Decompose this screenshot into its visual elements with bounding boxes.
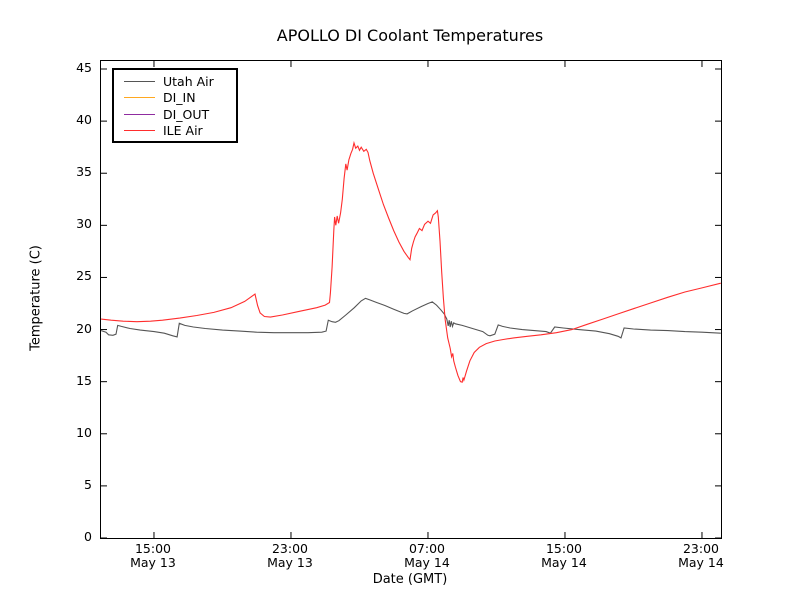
legend-label: DI_OUT [163, 106, 210, 122]
x-tick-time: 07:00 [408, 541, 445, 556]
series-line-utah-air [101, 297, 721, 339]
legend-item-ile-air: ILE Air [114, 123, 236, 140]
y-tick-label: 5 [84, 476, 92, 492]
legend-item-di-out: DI_OUT [114, 106, 236, 123]
x-tick-date: May 14 [404, 554, 450, 570]
y-tick-label: 35 [76, 164, 92, 180]
legend-label: DI_IN [163, 90, 196, 106]
y-tick-label: 0 [84, 529, 92, 544]
x-tick-label: 23:00 May 14 [656, 542, 746, 569]
x-tick-label: 15:00 May 14 [519, 542, 609, 569]
legend-line-sample [124, 80, 155, 82]
legend-item-utah-air: Utah Air [114, 73, 236, 90]
y-tick-label: 40 [76, 112, 92, 128]
x-tick-label: 15:00 May 13 [108, 542, 198, 569]
x-tick-date: May 14 [678, 554, 724, 570]
y-tick-label: 10 [76, 424, 92, 440]
x-tick-time: 15:00 [134, 541, 171, 556]
x-tick-label: 07:00 May 14 [382, 542, 472, 569]
y-tick-label: 30 [76, 216, 92, 232]
plot-svg [101, 61, 721, 538]
y-tick-label: 25 [76, 268, 92, 284]
x-axis-label: Date (GMT) [372, 572, 448, 587]
legend-line-sample [124, 97, 155, 99]
legend-line-sample [124, 130, 155, 132]
legend-item-di-in: DI_IN [114, 90, 236, 107]
y-tick-label: 20 [76, 320, 92, 336]
x-tick-time: 23:00 [682, 541, 719, 556]
legend: Utah Air DI_IN DI_OUT ILE Air [112, 68, 238, 143]
x-tick-date: May 13 [267, 554, 313, 570]
y-tick-label: 15 [76, 372, 92, 388]
x-tick-date: May 14 [541, 554, 587, 570]
chart-title: APOLLO DI Coolant Temperatures [276, 26, 544, 45]
y-tick-label: 45 [76, 60, 92, 75]
x-tick-time: 15:00 [545, 541, 582, 556]
x-tick-label: 23:00 May 13 [245, 542, 335, 569]
x-tick-time: 23:00 [271, 541, 308, 556]
x-tick-date: May 13 [130, 554, 176, 570]
legend-line-sample [124, 113, 155, 115]
legend-label: Utah Air [163, 73, 214, 89]
series-line-ile-air [101, 140, 721, 383]
legend-label: ILE Air [163, 123, 203, 139]
